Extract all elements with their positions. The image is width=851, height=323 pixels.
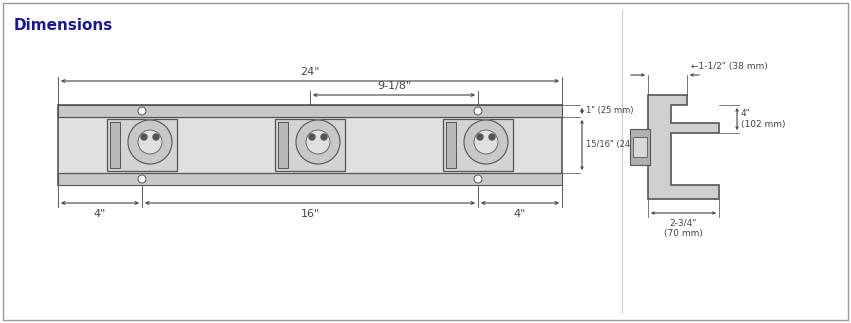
Bar [278,122,288,168]
Bar [443,119,513,171]
Circle shape [138,130,162,154]
Circle shape [306,130,330,154]
Circle shape [464,120,508,164]
Bar [58,173,562,185]
Circle shape [153,134,159,140]
Text: Dimensions: Dimensions [14,18,113,33]
Circle shape [489,134,495,140]
Circle shape [321,134,327,140]
Circle shape [141,134,147,140]
Bar [110,122,120,168]
Text: ←1-1/2" (38 mm): ←1-1/2" (38 mm) [691,62,768,71]
Text: 1" (25 mm): 1" (25 mm) [586,107,633,116]
Text: 4"
(102 mm): 4" (102 mm) [741,109,785,129]
Text: 16": 16" [300,209,320,219]
Bar [275,119,345,171]
Text: 2-3/4"
(70 mm): 2-3/4" (70 mm) [664,219,703,238]
Text: 24": 24" [300,67,320,77]
Circle shape [138,107,146,115]
Text: 9-1/8": 9-1/8" [377,81,411,91]
Circle shape [474,130,498,154]
Bar [58,105,562,117]
Circle shape [474,107,482,115]
Circle shape [477,134,483,140]
Circle shape [128,120,172,164]
Bar [630,129,650,165]
Text: 4": 4" [514,209,526,219]
Circle shape [309,134,315,140]
Circle shape [474,175,482,183]
Bar [107,119,177,171]
Text: 4": 4" [94,209,106,219]
Circle shape [138,175,146,183]
Circle shape [296,120,340,164]
Bar [58,105,562,185]
Bar [633,137,647,157]
Text: 15/16" (24 mm): 15/16" (24 mm) [586,141,652,150]
Bar [446,122,456,168]
Polygon shape [648,95,719,199]
